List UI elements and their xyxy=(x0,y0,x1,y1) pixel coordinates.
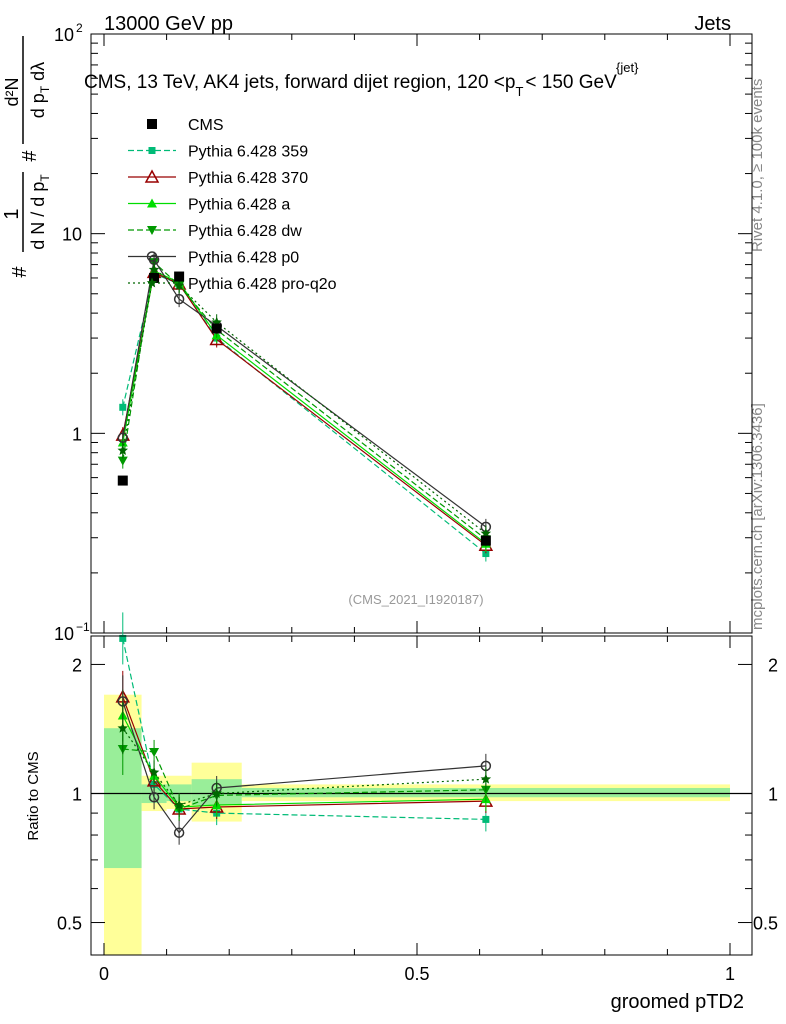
analysis-watermark: (CMS_2021_I1920187) xyxy=(348,592,483,607)
main-series-layer xyxy=(115,251,494,562)
main-y-tick-exponent: −1 xyxy=(76,620,90,634)
legend-label-series-0: Pythia 6.428 359 xyxy=(188,144,308,161)
main-y-tick-label: 10 xyxy=(54,25,74,45)
series-4-main-point xyxy=(173,293,185,305)
series-3-ratio-point xyxy=(149,747,160,757)
ratio-frame xyxy=(90,635,753,956)
ratio-ylabel: Ratio to CMS xyxy=(25,751,42,840)
header-process: 13000 GeV pp xyxy=(104,13,233,35)
legend-marker-data xyxy=(147,119,157,129)
legend-marker-series-1 xyxy=(144,169,160,183)
legend-marker-series-5 xyxy=(146,277,158,288)
mcplots-label: mcplots.cern.ch [arXiv:1306.3436] xyxy=(749,403,766,630)
main-frame xyxy=(90,33,753,634)
data-point xyxy=(211,323,222,334)
series-5-main-line xyxy=(122,268,487,534)
series-4-ratio-point xyxy=(148,791,160,803)
legend-marker-series-3 xyxy=(147,226,157,235)
legend-marker-series-0 xyxy=(148,147,156,154)
legend-label-series-4: Pythia 6.428 p0 xyxy=(188,250,299,267)
series-5-ratio-point xyxy=(211,788,222,798)
x-tick-label: 1 xyxy=(725,964,735,984)
legend-marker-series-2 xyxy=(147,198,157,208)
legend-label-series-1: Pythia 6.428 370 xyxy=(188,170,308,187)
series-5-main-point xyxy=(117,445,128,455)
ratio-y-tick-label-left: 1 xyxy=(72,784,82,804)
series-0-main-line xyxy=(122,272,487,554)
legend-marker-series-4 xyxy=(146,251,158,262)
ratio-y-tick-label-right: 2 xyxy=(768,655,778,675)
main-y-tick-label: 10 xyxy=(62,225,82,245)
series-5-ratio-point xyxy=(173,799,185,810)
ylabel-hash1: # xyxy=(9,266,31,278)
ratio-y-tick-label-left: 0.5 xyxy=(57,914,82,934)
ratio-series-layer xyxy=(115,612,494,845)
ratio-y-tick-label-right: 1 xyxy=(768,784,778,804)
main-y-tick-exponent: 2 xyxy=(76,21,83,35)
series-5-main-point xyxy=(148,264,160,275)
series-5-ratio-point xyxy=(117,722,128,733)
series-0-main-point xyxy=(119,403,127,411)
legend-label-series-5: Pythia 6.428 pro-q2o xyxy=(188,276,337,293)
series-0-main-point xyxy=(482,550,490,558)
series-3-main-point xyxy=(117,456,128,466)
data-point xyxy=(149,272,160,283)
series-2-main-line xyxy=(122,270,487,545)
ratio-y-tick-label-right: 0.5 xyxy=(753,914,778,934)
ylabel-d2n: d²N xyxy=(2,77,22,106)
x-tick-label: 0 xyxy=(99,964,109,984)
ratio-y-tick-label-left: 2 xyxy=(72,655,82,675)
ratio-axes: 0 0.5 1 2 2 1 1 0.5 0.5 xyxy=(57,635,778,984)
ylabel-den: d pT dλ xyxy=(28,62,52,118)
series-4-ratio-point xyxy=(173,827,185,838)
series-4-main-point xyxy=(117,432,129,444)
legend: CMS Pythia 6.428 359 Pythia 6.428 370 Pythi… xyxy=(128,117,337,293)
main-ylabel: # 1 d N / d pT # d²N d pT dλ xyxy=(1,36,52,278)
series-4-ratio-line xyxy=(122,701,486,834)
ratio-uncertainty-bands xyxy=(91,694,752,955)
rivet-version-label: Rivet 4.1.0, ≥ 100k events xyxy=(749,79,766,252)
data-point xyxy=(174,271,185,282)
series-0-ratio-point xyxy=(482,815,490,823)
data-point xyxy=(117,475,128,486)
series-5-main-point xyxy=(173,280,185,290)
x-axis-label: groomed pTD2 xyxy=(611,991,744,1013)
series-5-ratio-point xyxy=(148,766,160,777)
chart-title-main: CMS, 13 TeV, AK4 jets, forward dijet reg… xyxy=(84,72,515,93)
main-y-tick-label: 1 xyxy=(72,424,82,444)
ylabel-one: 1 xyxy=(1,208,23,219)
data-point xyxy=(480,535,491,546)
ylabel-hash2: # xyxy=(19,150,41,162)
chart-title-sup: {jet} xyxy=(616,60,639,75)
legend-label-series-3: Pythia 6.428 dw xyxy=(188,223,302,240)
header-category: Jets xyxy=(694,13,731,35)
series-5-main-point xyxy=(480,528,492,538)
chart-title-sub: T xyxy=(515,84,523,99)
series-0-ratio-point xyxy=(119,634,127,642)
chart-title: CMS, 13 TeV, AK4 jets, forward dijet reg… xyxy=(84,72,617,99)
main-y-tick-label: 10 xyxy=(54,624,74,644)
legend-label-data: CMS xyxy=(188,117,224,134)
ylabel-dn: d N / d pT xyxy=(28,174,52,250)
x-tick-label: 0.5 xyxy=(404,964,429,984)
chart-title-tail: < 150 GeV xyxy=(525,72,617,93)
series-5-ratio-point xyxy=(480,773,492,784)
legend-label-series-2: Pythia 6.428 a xyxy=(188,197,290,214)
